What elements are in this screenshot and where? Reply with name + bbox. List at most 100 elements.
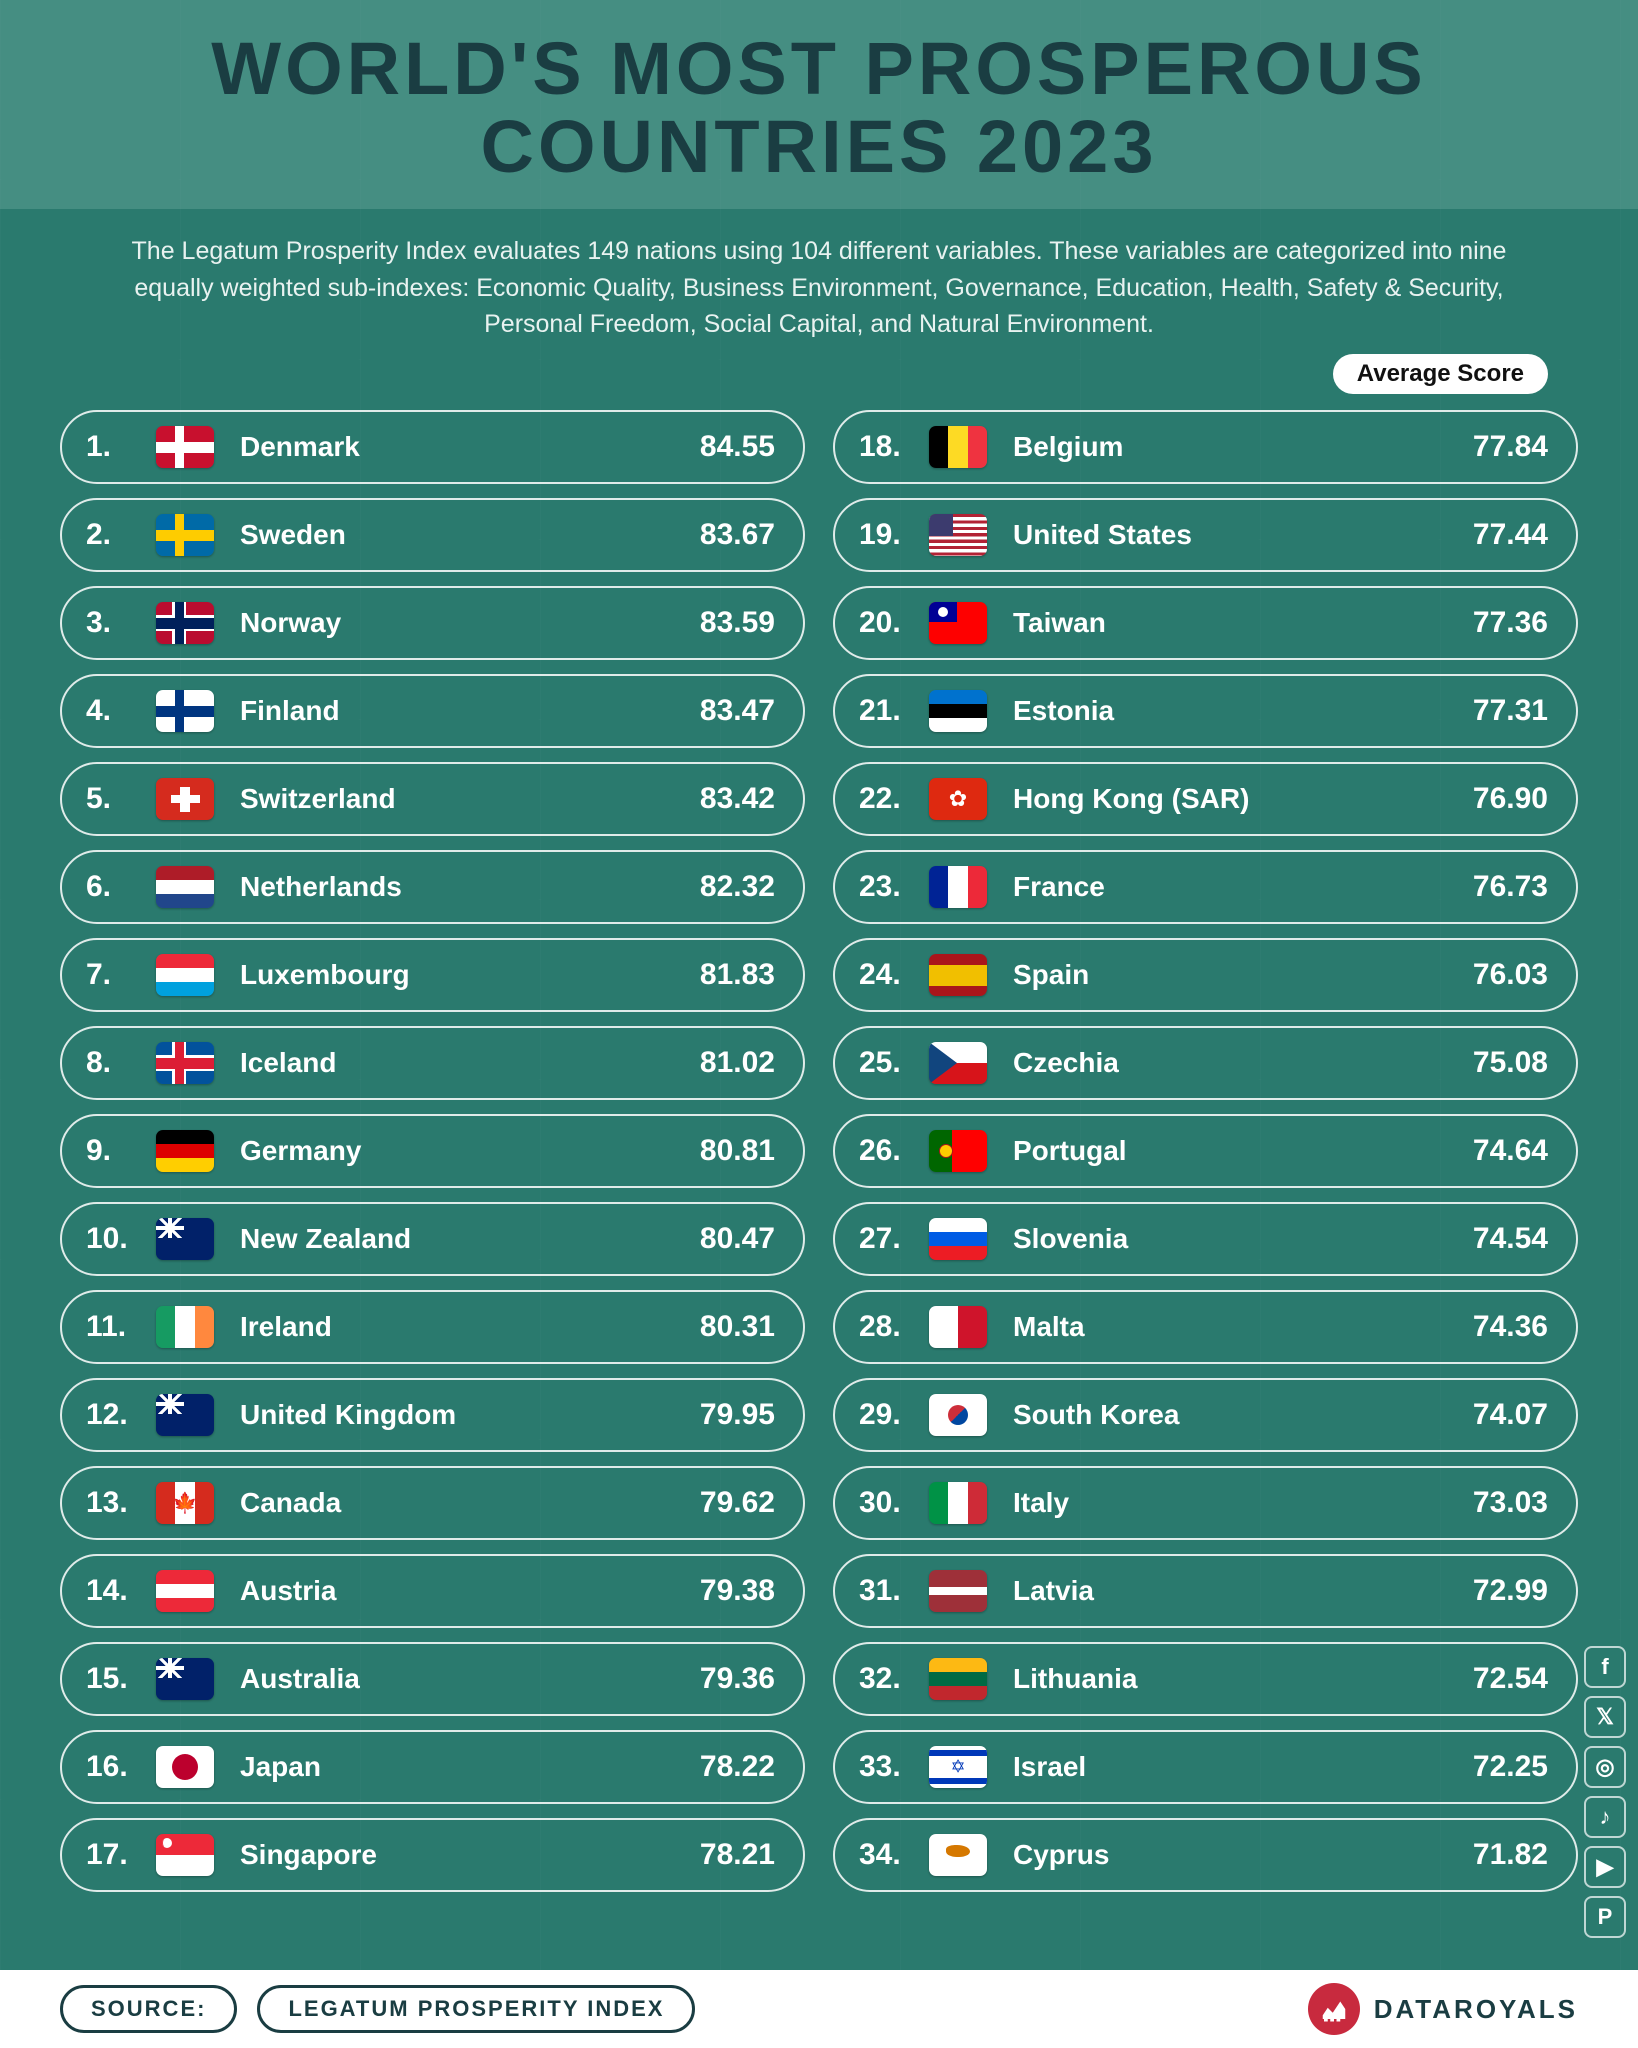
flag-icon: [929, 1042, 987, 1084]
country-name: Taiwan: [1013, 607, 1428, 639]
score: 77.84: [1428, 430, 1548, 464]
flag-icon: [156, 866, 214, 908]
country-row: 33.✡Israel72.25: [833, 1730, 1578, 1804]
country-name: Italy: [1013, 1487, 1428, 1519]
flag-icon: [156, 602, 214, 644]
country-name: Denmark: [240, 431, 655, 463]
flag-icon: [156, 1834, 214, 1876]
country-row: 10.New Zealand80.47: [60, 1202, 805, 1276]
score: 79.95: [655, 1398, 775, 1432]
rank: 8.: [86, 1046, 156, 1080]
country-row: 13.🍁Canada79.62: [60, 1466, 805, 1540]
social-icon[interactable]: 𝕏: [1584, 1696, 1626, 1738]
country-name: Cyprus: [1013, 1839, 1428, 1871]
rank: 5.: [86, 782, 156, 816]
country-row: 7.Luxembourg81.83: [60, 938, 805, 1012]
social-icon[interactable]: f: [1584, 1646, 1626, 1688]
country-name: Netherlands: [240, 871, 655, 903]
score: 83.42: [655, 782, 775, 816]
rank: 25.: [859, 1046, 929, 1080]
country-name: Australia: [240, 1663, 655, 1695]
rank: 9.: [86, 1134, 156, 1168]
rank: 33.: [859, 1750, 929, 1784]
country-name: Luxembourg: [240, 959, 655, 991]
rank: 32.: [859, 1662, 929, 1696]
country-row: 30. Italy73.03: [833, 1466, 1578, 1540]
social-icon[interactable]: ▶: [1584, 1846, 1626, 1888]
flag-icon: [156, 778, 214, 820]
score: 73.03: [1428, 1486, 1548, 1520]
flag-icon: [156, 1042, 214, 1084]
country-name: Spain: [1013, 959, 1428, 991]
country-name: South Korea: [1013, 1399, 1428, 1431]
flag-icon: [929, 954, 987, 996]
country-row: 5.Switzerland83.42: [60, 762, 805, 836]
score: 80.47: [655, 1222, 775, 1256]
country-row: 27.Slovenia74.54: [833, 1202, 1578, 1276]
score: 77.31: [1428, 694, 1548, 728]
score: 76.03: [1428, 958, 1548, 992]
flag-icon: [929, 602, 987, 644]
country-row: 26.Portugal74.64: [833, 1114, 1578, 1188]
flag-icon: [929, 690, 987, 732]
rank: 6.: [86, 870, 156, 904]
flag-icon: [929, 1394, 987, 1436]
content: WORLD'S MOST PROSPEROUS COUNTRIES 2023 T…: [0, 0, 1638, 1912]
flag-icon: [929, 1218, 987, 1260]
rank: 29.: [859, 1398, 929, 1432]
average-score-badge: Average Score: [1333, 354, 1548, 394]
brand-icon: [1308, 1983, 1360, 2035]
flag-icon: 🍁: [156, 1482, 214, 1524]
score: 80.31: [655, 1310, 775, 1344]
country-name: Iceland: [240, 1047, 655, 1079]
country-row: 34.Cyprus71.82: [833, 1818, 1578, 1892]
country-name: Canada: [240, 1487, 655, 1519]
flag-icon: [156, 1570, 214, 1612]
flag-icon: [929, 1570, 987, 1612]
social-icon[interactable]: ♪: [1584, 1796, 1626, 1838]
social-icons: f𝕏 ◎ ♪ ▶ P: [1584, 1646, 1626, 1938]
country-row: 28.Malta74.36: [833, 1290, 1578, 1364]
rank: 28.: [859, 1310, 929, 1344]
flag-icon: [156, 1130, 214, 1172]
rank: 17.: [86, 1838, 156, 1872]
country-name: Israel: [1013, 1751, 1428, 1783]
country-row: 32.Lithuania72.54: [833, 1642, 1578, 1716]
score: 74.54: [1428, 1222, 1548, 1256]
score: 74.64: [1428, 1134, 1548, 1168]
social-icon[interactable]: ◎: [1584, 1746, 1626, 1788]
score: 83.59: [655, 606, 775, 640]
country-name: United Kingdom: [240, 1399, 655, 1431]
country-name: Austria: [240, 1575, 655, 1607]
country-row: 22.✿Hong Kong (SAR)76.90: [833, 762, 1578, 836]
country-row: 4.Finland83.47: [60, 674, 805, 748]
rank: 10.: [86, 1222, 156, 1256]
country-name: Czechia: [1013, 1047, 1428, 1079]
rank: 30.: [859, 1486, 929, 1520]
country-row: 19.United States77.44: [833, 498, 1578, 572]
rank: 3.: [86, 606, 156, 640]
score: 81.02: [655, 1046, 775, 1080]
country-row: 9.Germany80.81: [60, 1114, 805, 1188]
column-left: 1.Denmark84.552.Sweden83.673.Norway83.59…: [60, 410, 805, 1892]
rank: 16.: [86, 1750, 156, 1784]
country-row: 24.Spain76.03: [833, 938, 1578, 1012]
flag-icon: [156, 1218, 214, 1260]
flag-icon: [929, 426, 987, 468]
country-row: 17.Singapore78.21: [60, 1818, 805, 1892]
flag-icon: [929, 1658, 987, 1700]
country-row: 21.Estonia77.31: [833, 674, 1578, 748]
country-name: Germany: [240, 1135, 655, 1167]
flag-icon: ✿: [929, 778, 987, 820]
social-icon[interactable]: P: [1584, 1896, 1626, 1938]
country-name: Slovenia: [1013, 1223, 1428, 1255]
source-label: SOURCE:: [60, 1985, 237, 2033]
rank: 14.: [86, 1574, 156, 1608]
country-name: Lithuania: [1013, 1663, 1428, 1695]
flag-icon: [156, 514, 214, 556]
score: 78.21: [655, 1838, 775, 1872]
score: 77.36: [1428, 606, 1548, 640]
country-name: Portugal: [1013, 1135, 1428, 1167]
rank: 18.: [859, 430, 929, 464]
rank: 34.: [859, 1838, 929, 1872]
